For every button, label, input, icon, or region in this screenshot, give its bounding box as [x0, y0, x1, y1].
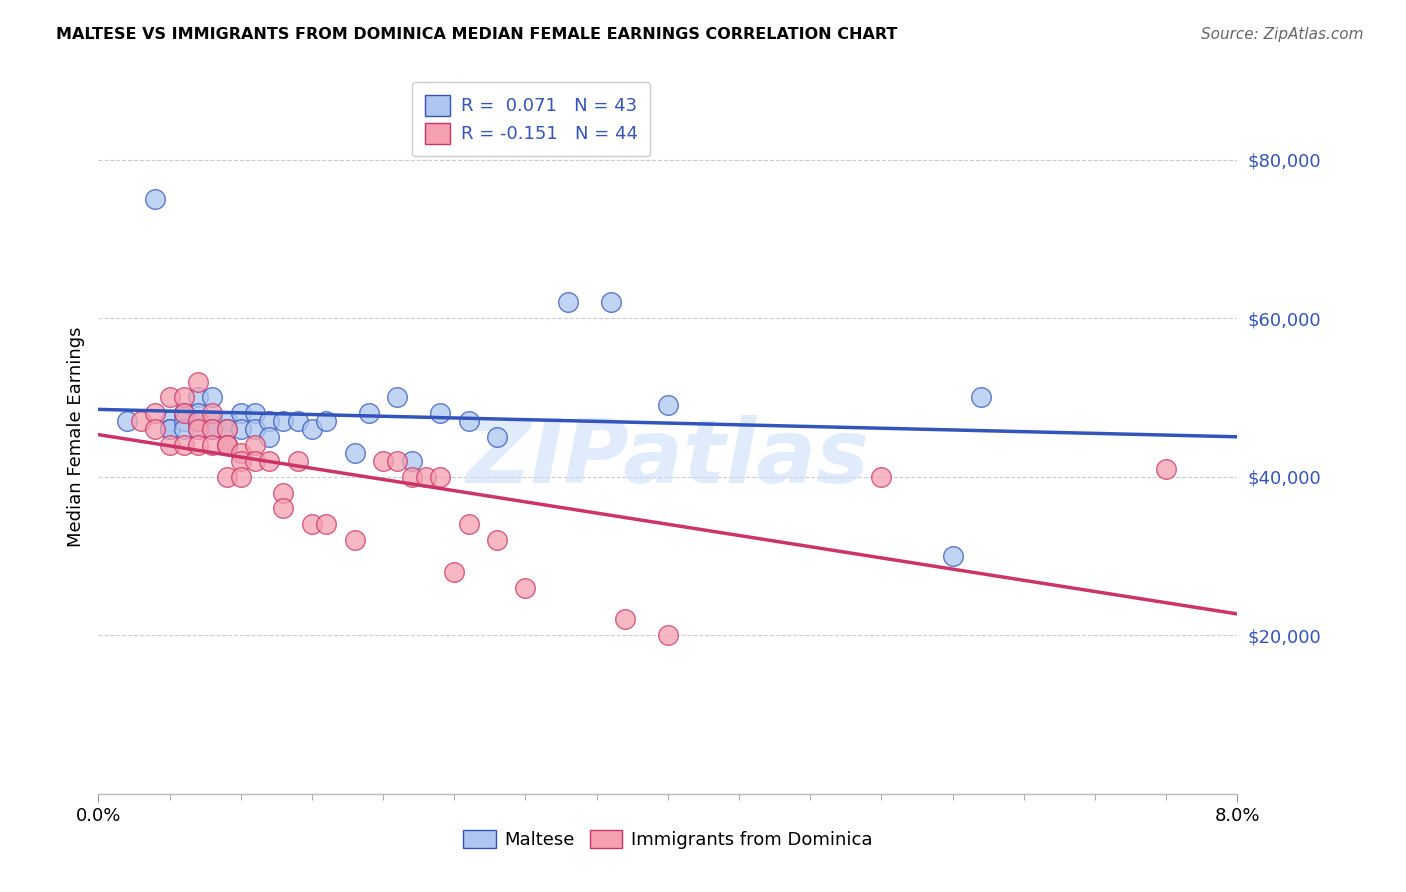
Point — [187, 391, 209, 405]
Point — [159, 422, 181, 436]
Point — [229, 422, 252, 436]
Point — [315, 517, 337, 532]
Point — [187, 422, 209, 436]
Point — [343, 446, 366, 460]
Point — [401, 469, 423, 483]
Text: Source: ZipAtlas.com: Source: ZipAtlas.com — [1201, 27, 1364, 42]
Point — [201, 422, 224, 436]
Point — [343, 533, 366, 548]
Point — [287, 454, 309, 468]
Point — [187, 414, 209, 428]
Point — [215, 422, 238, 436]
Point — [457, 414, 479, 428]
Point — [159, 438, 181, 452]
Point — [201, 414, 224, 428]
Legend: Maltese, Immigrants from Dominica: Maltese, Immigrants from Dominica — [456, 822, 880, 856]
Point — [187, 438, 209, 452]
Point — [215, 469, 238, 483]
Point — [1154, 462, 1177, 476]
Point — [215, 438, 238, 452]
Point — [187, 406, 209, 420]
Point — [515, 581, 537, 595]
Point — [159, 414, 181, 428]
Point — [243, 438, 266, 452]
Point — [429, 406, 451, 420]
Y-axis label: Median Female Earnings: Median Female Earnings — [66, 326, 84, 548]
Point — [243, 422, 266, 436]
Point — [259, 454, 281, 468]
Point — [215, 438, 238, 452]
Point — [287, 414, 309, 428]
Point — [173, 406, 195, 420]
Point — [145, 406, 167, 420]
Point — [229, 454, 252, 468]
Point — [371, 454, 394, 468]
Point — [273, 485, 295, 500]
Point — [187, 422, 209, 436]
Point — [187, 414, 209, 428]
Point — [387, 391, 409, 405]
Point — [173, 422, 195, 436]
Point — [443, 565, 465, 579]
Point — [657, 398, 679, 412]
Point — [301, 517, 323, 532]
Point — [173, 406, 195, 420]
Point — [600, 295, 623, 310]
Point — [942, 549, 965, 563]
Point — [401, 454, 423, 468]
Point — [415, 469, 437, 483]
Point — [301, 422, 323, 436]
Point — [557, 295, 579, 310]
Point — [187, 414, 209, 428]
Point — [173, 406, 195, 420]
Point — [273, 501, 295, 516]
Text: ZIPatlas: ZIPatlas — [467, 415, 869, 502]
Point — [614, 612, 637, 626]
Point — [173, 414, 195, 428]
Point — [159, 422, 181, 436]
Point — [201, 391, 224, 405]
Point — [486, 533, 509, 548]
Point — [215, 414, 238, 428]
Point — [657, 628, 679, 642]
Point — [115, 414, 138, 428]
Text: MALTESE VS IMMIGRANTS FROM DOMINICA MEDIAN FEMALE EARNINGS CORRELATION CHART: MALTESE VS IMMIGRANTS FROM DOMINICA MEDI… — [56, 27, 897, 42]
Point — [229, 406, 252, 420]
Point — [187, 375, 209, 389]
Point — [129, 414, 152, 428]
Point — [357, 406, 380, 420]
Point — [201, 422, 224, 436]
Point — [970, 391, 993, 405]
Point — [201, 438, 224, 452]
Point — [486, 430, 509, 444]
Point — [273, 414, 295, 428]
Point — [145, 192, 167, 206]
Point — [229, 469, 252, 483]
Point — [201, 422, 224, 436]
Point — [145, 422, 167, 436]
Point — [201, 406, 224, 420]
Point — [259, 414, 281, 428]
Point — [243, 454, 266, 468]
Point — [870, 469, 893, 483]
Point — [173, 391, 195, 405]
Point — [387, 454, 409, 468]
Point — [315, 414, 337, 428]
Point — [259, 430, 281, 444]
Point — [457, 517, 479, 532]
Point — [215, 438, 238, 452]
Point — [173, 438, 195, 452]
Point — [159, 391, 181, 405]
Point — [429, 469, 451, 483]
Point — [243, 406, 266, 420]
Point — [229, 446, 252, 460]
Point — [215, 422, 238, 436]
